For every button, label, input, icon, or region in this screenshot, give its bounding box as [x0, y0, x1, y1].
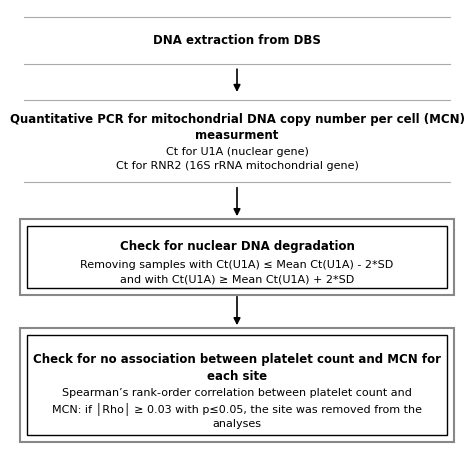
Bar	[27, 335, 447, 435]
Text: Spearman’s rank-order correlation between platelet count and
MCN: if │Rho│ ≥ 0.0: Spearman’s rank-order correlation betwee…	[52, 388, 422, 429]
Text: Quantitative PCR for mitochondrial DNA copy number per cell (MCN)
measurment: Quantitative PCR for mitochondrial DNA c…	[9, 113, 465, 143]
Bar	[20, 328, 454, 442]
Text: Check for nuclear DNA degradation: Check for nuclear DNA degradation	[119, 240, 355, 253]
Text: Ct for U1A (nuclear gene)
Ct for RNR2 (16S rRNA mitochondrial gene): Ct for U1A (nuclear gene) Ct for RNR2 (1…	[116, 147, 358, 171]
Bar	[20, 219, 454, 295]
Text: Check for no association between platelet count and MCN for
each site: Check for no association between platele…	[33, 353, 441, 383]
Text: Removing samples with Ct(U1A) ≤ Mean Ct(U1A) - 2*SD
and with Ct(U1A) ≥ Mean Ct(U: Removing samples with Ct(U1A) ≤ Mean Ct(…	[81, 261, 393, 284]
Bar	[27, 226, 447, 288]
Text: DNA extraction from DBS: DNA extraction from DBS	[153, 34, 321, 47]
